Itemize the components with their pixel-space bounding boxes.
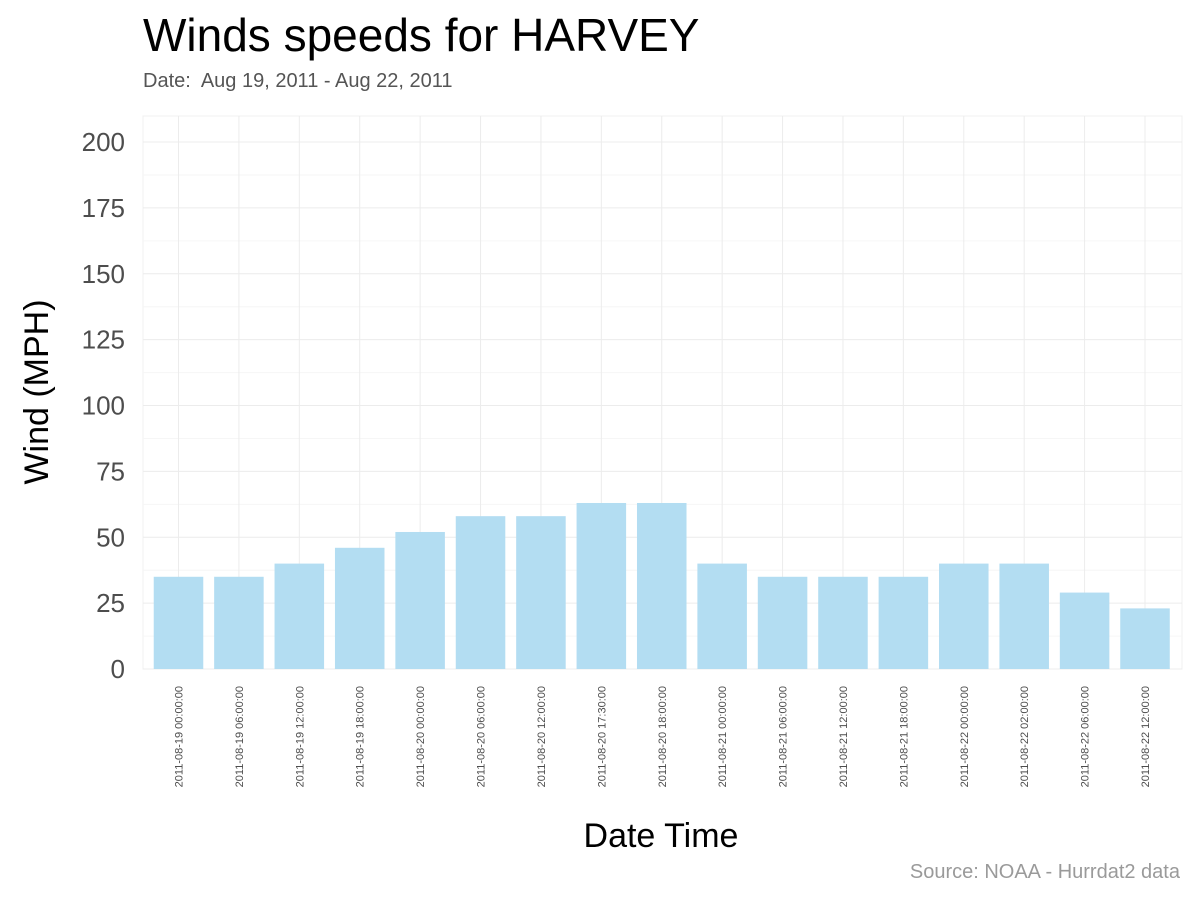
x-tick-label: 2011-08-20 12:00:00 [536, 686, 548, 787]
y-tick-label: 175 [82, 193, 125, 223]
y-tick-label: 100 [82, 391, 125, 421]
bar [939, 563, 989, 669]
bar [757, 576, 808, 669]
bar [999, 563, 1049, 669]
x-tick-label: 2011-08-21 00:00:00 [717, 686, 729, 787]
x-tick-label: 2011-08-19 12:00:00 [294, 686, 306, 787]
x-tick-label: 2011-08-20 18:00:00 [657, 686, 669, 787]
bar [1059, 592, 1110, 669]
bar [214, 576, 264, 669]
bar [697, 563, 747, 669]
x-axis-title: Date Time [584, 817, 739, 855]
chart-subtitle: Date: Aug 19, 2011 - Aug 22, 2011 [143, 70, 453, 92]
bar [1120, 608, 1170, 669]
y-tick-label: 150 [82, 259, 125, 289]
y-axis-title: Wind (MPH) [18, 299, 56, 484]
x-tick-label: 2011-08-22 00:00:00 [959, 686, 971, 787]
x-tick-label: 2011-08-22 02:00:00 [1019, 686, 1031, 787]
y-tick-label: 50 [96, 522, 125, 552]
bar [274, 563, 325, 669]
y-tick-label: 75 [96, 456, 125, 486]
x-tick-label: 2011-08-19 00:00:00 [174, 686, 186, 787]
x-tick-label: 2011-08-20 00:00:00 [415, 686, 427, 787]
chart-title: Winds speeds for HARVEY [143, 9, 700, 61]
bar [455, 516, 506, 669]
x-tick-label: 2011-08-21 18:00:00 [898, 686, 910, 787]
x-tick-label: 2011-08-22 12:00:00 [1140, 686, 1152, 787]
chart-caption: Source: NOAA - Hurrdat2 data [909, 861, 1180, 883]
y-tick-label: 200 [82, 127, 125, 157]
x-tick-label: 2011-08-20 06:00:00 [476, 686, 488, 787]
bar [153, 576, 204, 669]
x-tick-label: 2011-08-20 17:30:00 [596, 686, 608, 787]
bar [636, 502, 687, 669]
y-tick-label: 25 [96, 588, 125, 618]
x-axis-tick-labels: 2011-08-19 00:00:00 2011-08-19 06:00:00 20… [174, 686, 1153, 787]
bar [395, 531, 445, 669]
x-tick-label: 2011-08-21 12:00:00 [838, 686, 850, 787]
bars [153, 502, 1170, 669]
bar [334, 547, 385, 669]
x-tick-label: 2011-08-22 06:00:00 [1080, 686, 1092, 787]
bar [818, 576, 868, 669]
x-tick-label: 2011-08-19 18:00:00 [355, 686, 367, 787]
y-tick-label: 125 [82, 325, 125, 355]
y-tick-label: 0 [111, 654, 125, 684]
bar [516, 516, 566, 669]
bar [576, 502, 627, 669]
bar [878, 576, 929, 669]
x-tick-label: 2011-08-19 06:00:00 [234, 686, 246, 787]
x-tick-label: 2011-08-21 06:00:00 [778, 686, 790, 787]
y-axis-tick-labels: 0 25 50 75 100 125 150 175 200 [82, 127, 125, 684]
